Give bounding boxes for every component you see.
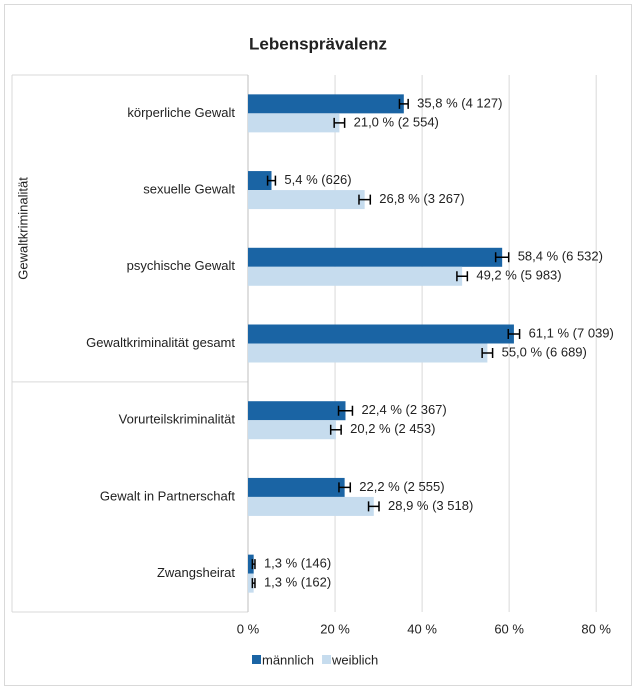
- bar: [248, 554, 254, 574]
- value-label: 49,2 % (5 983): [476, 268, 561, 283]
- legend-swatch: [252, 655, 261, 664]
- error-bar: [507, 329, 521, 339]
- category-label: Vorurteilskriminalität: [119, 412, 236, 427]
- bar: [248, 113, 340, 133]
- value-label: 1,3 % (146): [264, 556, 331, 571]
- bar: [248, 94, 404, 114]
- bar: [248, 324, 514, 344]
- category-label: sexuelle Gewalt: [143, 182, 235, 197]
- error-bar: [329, 424, 342, 435]
- x-tick-label: 80 %: [581, 621, 611, 636]
- bar: [248, 573, 254, 593]
- x-tick-label: 20 %: [320, 621, 350, 636]
- value-label: 21,0 % (2 554): [354, 114, 439, 129]
- error-bar: [494, 252, 510, 263]
- error-bar: [358, 194, 372, 205]
- category-label: psychische Gewalt: [127, 258, 236, 273]
- category-label: Zwangsheirat: [157, 565, 235, 580]
- value-label: 35,8 % (4 127): [417, 95, 502, 110]
- value-label: 26,8 % (3 267): [379, 191, 464, 206]
- legend-swatch: [322, 655, 332, 664]
- value-label: 5,4 % (626): [284, 172, 351, 187]
- value-label: 58,4 % (6 532): [518, 249, 603, 264]
- value-label: 61,1 % (7 039): [529, 325, 614, 340]
- error-bar: [367, 501, 380, 512]
- error-bar: [251, 578, 256, 589]
- error-bar: [251, 559, 256, 570]
- error-bar: [456, 271, 469, 282]
- error-bar: [398, 98, 409, 109]
- group-label: Gewaltkriminalität: [15, 177, 30, 280]
- value-label: 1,3 % (162): [264, 575, 331, 590]
- error-bar: [337, 405, 354, 416]
- error-bar: [266, 175, 277, 186]
- bar: [248, 171, 272, 191]
- bar: [248, 477, 345, 497]
- x-tick-label: 0 %: [237, 621, 260, 636]
- bar: [248, 190, 365, 210]
- value-label: 22,2 % (2 555): [359, 479, 444, 494]
- bar: [248, 420, 336, 440]
- category-label: körperliche Gewalt: [127, 105, 235, 120]
- value-label: 28,9 % (3 518): [388, 498, 473, 513]
- bar: [248, 496, 374, 516]
- bar: [248, 247, 503, 267]
- error-bar: [481, 348, 494, 358]
- value-label: 55,0 % (6 689): [502, 344, 587, 359]
- x-tick-label: 40 %: [407, 621, 437, 636]
- category-label: Gewaltkriminalität gesamt: [86, 335, 235, 350]
- error-bar: [338, 482, 352, 493]
- category-label: Gewalt in Partnerschaft: [100, 488, 236, 503]
- value-label: 20,2 % (2 453): [350, 421, 435, 436]
- bar: [248, 343, 488, 363]
- bar: [248, 266, 463, 286]
- bar: [248, 401, 346, 421]
- x-tick-label: 60 %: [494, 621, 524, 636]
- legend-label: männlich: [262, 652, 314, 667]
- legend-label: weiblich: [331, 652, 378, 667]
- value-label: 22,4 % (2 367): [361, 402, 446, 417]
- chart-title: Lebensprävalenz: [249, 34, 387, 53]
- error-bar: [333, 117, 346, 128]
